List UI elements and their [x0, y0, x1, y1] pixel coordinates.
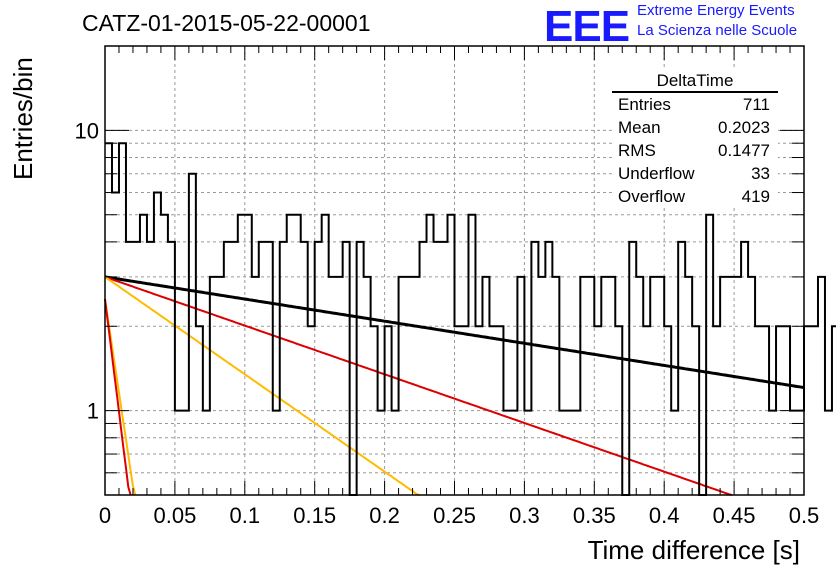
histogram-line: [105, 142, 836, 496]
stats-label: Underflow: [618, 164, 695, 183]
x-tick-label: 0.35: [573, 503, 616, 528]
fit-curve: [104, 275, 805, 390]
logo-line-1: Extreme Energy Events: [637, 2, 795, 19]
stats-row: Mean 0.2023: [612, 116, 778, 139]
fit-curve: [104, 298, 132, 496]
stats-row: RMS 0.1477: [612, 139, 778, 162]
x-axis-label: Time difference [s]: [587, 535, 800, 565]
x-tick-label: 0.25: [433, 503, 476, 528]
stats-row: Entries 711: [612, 93, 778, 116]
stats-label: Mean: [618, 118, 661, 137]
x-tick-label: 0.5: [789, 503, 820, 528]
fit-curve: [104, 275, 733, 496]
x-tick-label: 0.15: [293, 503, 336, 528]
x-tick-label: 0.05: [153, 503, 196, 528]
stats-box: DeltaTime Entries 711 Mean 0.2023 RMS 0.…: [612, 70, 778, 208]
x-tick-label: 0.3: [509, 503, 540, 528]
x-tick-label: 0.4: [649, 503, 680, 528]
x-tick-label: 0.2: [369, 503, 400, 528]
stats-row: Underflow 33: [612, 162, 778, 185]
fit-curve: [104, 276, 420, 496]
stats-value: 33: [751, 164, 770, 183]
stats-label: Overflow: [618, 187, 686, 206]
chart-title: CATZ-01-2015-05-22-00001: [82, 10, 371, 36]
stats-value: 0.2023: [718, 118, 770, 137]
y-tick-label: 10: [75, 118, 99, 143]
x-tick-label: 0.1: [230, 503, 261, 528]
stats-title: DeltaTime: [612, 70, 778, 93]
logo-line-2: La Scienza nelle Scuole: [637, 22, 798, 39]
x-tick-label: 0: [99, 503, 111, 528]
stats-value: 419: [741, 187, 770, 206]
x-tick-label: 0.45: [713, 503, 756, 528]
eee-logo: EEE: [544, 2, 630, 51]
stats-value: 711: [742, 95, 770, 114]
histogram-bars: [105, 142, 836, 496]
axes: 0 0.05 0.1 0.15 0.2 0.25 0.3 0.35 0.4 0.45 0.5 1 10: [75, 45, 820, 528]
stats-label: RMS: [618, 141, 656, 160]
stats-value: 0.1477: [718, 141, 770, 160]
stats-label: Entries: [618, 95, 671, 114]
y-tick-label: 1: [87, 399, 99, 424]
stats-row: Overflow 419: [612, 185, 778, 208]
y-axis-label: Entries/bin: [8, 57, 38, 180]
